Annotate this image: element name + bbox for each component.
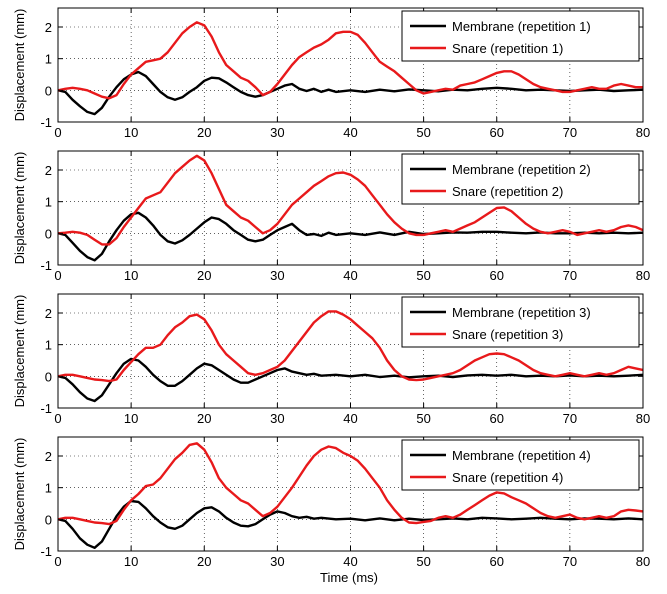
x-tick-label: 20: [197, 268, 211, 283]
y-tick-label: 1: [45, 481, 52, 496]
y-axis-label: Displacement (mm): [12, 438, 27, 551]
x-tick-label: 50: [416, 554, 430, 569]
x-tick-label: 30: [270, 411, 284, 426]
y-tick-label: 1: [45, 52, 52, 67]
x-tick-label: 60: [490, 554, 504, 569]
legend-box: [401, 153, 640, 205]
series-line-snare: [58, 442, 643, 526]
x-tick-label: 70: [563, 411, 577, 426]
x-tick-label: 70: [563, 125, 577, 140]
legend-label-snare: Snare (repetition 1): [452, 41, 563, 56]
legend-label-snare: Snare (repetition 4): [452, 470, 563, 485]
legend-label-membrane: Membrane (repetition 2): [452, 162, 591, 177]
series-line-membrane: [58, 499, 643, 549]
y-tick-label: 0: [45, 83, 52, 98]
x-tick-label: 50: [416, 268, 430, 283]
x-tick-label: 50: [416, 125, 430, 140]
x-tick-label: 60: [490, 125, 504, 140]
x-tick-label: 20: [197, 411, 211, 426]
x-tick-label: 60: [490, 411, 504, 426]
x-tick-label: 10: [124, 268, 138, 283]
legend-box: [401, 439, 640, 491]
x-tick-label: 30: [270, 268, 284, 283]
y-tick-label: -1: [40, 401, 52, 416]
x-tick-label: 80: [636, 268, 650, 283]
x-tick-label: 20: [197, 125, 211, 140]
x-tick-label: 30: [270, 554, 284, 569]
x-tick-label: 80: [636, 411, 650, 426]
y-axis-label: Displacement (mm): [12, 9, 27, 122]
legend-label-membrane: Membrane (repetition 4): [452, 448, 591, 463]
x-tick-label: 40: [343, 411, 357, 426]
x-tick-label: 40: [343, 554, 357, 569]
series-line-snare: [58, 21, 643, 100]
legend: Membrane (repetition 4) Snare (repetition…: [401, 439, 640, 491]
series-line-snare: [58, 154, 643, 246]
x-tick-label: 80: [636, 125, 650, 140]
y-tick-label: -1: [40, 115, 52, 130]
y-tick-label: 2: [45, 449, 52, 464]
x-tick-label: 60: [490, 268, 504, 283]
x-tick-label: 70: [563, 268, 577, 283]
x-tick-label: 20: [197, 554, 211, 569]
x-tick-label: 40: [343, 125, 357, 140]
x-tick-label: 0: [54, 125, 61, 140]
x-tick-label: 0: [54, 268, 61, 283]
series-line-membrane: [58, 357, 643, 403]
y-tick-label: 1: [45, 195, 52, 210]
y-tick-label: 2: [45, 20, 52, 35]
series-line-snare: [58, 310, 643, 383]
x-axis-label: Time (ms): [320, 570, 378, 585]
legend-label-snare: Snare (repetition 2): [452, 184, 563, 199]
legend-label-membrane: Membrane (repetition 3): [452, 305, 591, 320]
x-tick-label: 50: [416, 411, 430, 426]
y-tick-label: 2: [45, 163, 52, 178]
y-tick-label: 0: [45, 369, 52, 384]
series-line-membrane: [58, 211, 643, 262]
legend: Membrane (repetition 3) Snare (repetition…: [401, 296, 640, 348]
x-tick-label: 70: [563, 554, 577, 569]
legend: Membrane (repetition 2) Snare (repetition…: [401, 153, 640, 205]
series-line-membrane: [58, 70, 643, 116]
y-tick-label: -1: [40, 544, 52, 559]
x-tick-label: 0: [54, 411, 61, 426]
x-tick-label: 80: [636, 554, 650, 569]
legend-box: [401, 10, 640, 62]
x-tick-label: 0: [54, 554, 61, 569]
y-axis-label: Displacement (mm): [12, 295, 27, 408]
x-tick-label: 30: [270, 125, 284, 140]
y-tick-label: 2: [45, 306, 52, 321]
y-tick-label: -1: [40, 258, 52, 273]
y-tick-label: 0: [45, 226, 52, 241]
legend-box: [401, 296, 640, 348]
y-axis-label: Displacement (mm): [12, 152, 27, 265]
x-tick-label: 10: [124, 411, 138, 426]
x-tick-label: 10: [124, 554, 138, 569]
legend-label-snare: Snare (repetition 3): [452, 327, 563, 342]
y-tick-label: 1: [45, 338, 52, 353]
y-tick-label: 0: [45, 512, 52, 527]
legend: Membrane (repetition 1) Snare (repetition…: [401, 10, 640, 62]
x-tick-label: 40: [343, 268, 357, 283]
legend-label-membrane: Membrane (repetition 1): [452, 19, 591, 34]
x-tick-label: 10: [124, 125, 138, 140]
